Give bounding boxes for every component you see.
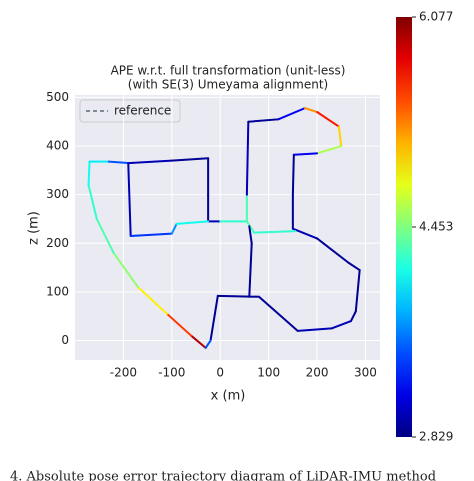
trajectory-segment [247,118,280,123]
trajectory-segment [127,162,132,238]
trajectory-segment [190,334,207,349]
trajectory-segment [87,183,98,220]
x-axis-label: x (m) [211,389,246,404]
trajectory-segment [216,294,260,298]
y-tick-label: 300 [46,187,69,201]
trajectory-segment [248,225,253,245]
trajectory-segment [316,237,350,264]
x-tick-label: 100 [257,366,280,380]
y-tick-label: 400 [46,139,69,153]
trajectory-segment [248,242,253,298]
trajectory-segment [303,107,319,114]
trajectory-segment [129,232,173,238]
chart-subtitle: (with SE(3) Umeyama alignment) [128,78,328,92]
trajectory-segment [165,312,193,337]
trajectory-segment [127,159,173,165]
trajectory-segment [257,295,299,332]
caption: 4. Absolute pose error trajectory diagra… [10,470,436,481]
plot-area [75,95,380,360]
trajectory-segment [95,217,115,255]
trajectory-segment [330,320,352,330]
colorbar-tick-label: 6.077 [419,10,453,24]
trajectory-segment [291,227,319,240]
trajectory-segment [296,327,333,332]
x-tick-label: 0 [216,366,224,380]
y-axis-label: z (m) [27,211,42,245]
trajectory-segment [347,261,361,272]
colorbar [396,17,412,437]
trajectory-segment [112,252,139,289]
legend-label: reference [114,104,171,118]
trajectory-segment [277,107,306,121]
chart-title: APE w.r.t. full transformation (unit-les… [111,64,346,78]
trajectory-segment [136,286,168,315]
trajectory-segment [316,111,340,128]
y-tick-label: 100 [46,284,69,298]
trajectory-segment [292,152,319,156]
trajectory-segment [291,153,295,196]
x-tick-label: -200 [110,366,137,380]
trajectory-segment [204,339,212,349]
y-tick-label: 0 [61,333,69,347]
trajectory-segment [316,145,343,155]
y-tick-label: 500 [46,90,69,104]
trajectory-segment [175,220,210,225]
trajectory-segment [107,160,130,165]
trajectory-segment [170,222,178,235]
x-tick-label: 200 [306,366,329,380]
trajectory-segment [87,160,91,186]
colorbar-tick-label: 2.829 [419,430,453,444]
y-tick-label: 200 [46,236,69,250]
trajectory-segment [245,120,250,196]
trajectory-segment [209,294,219,342]
trajectory-segment [349,310,357,323]
x-tick-label: -100 [158,366,185,380]
trajectory-segment [170,157,210,162]
trajectory-segment [245,220,256,234]
trajectory-segment [337,125,343,148]
trajectory-segment [354,269,361,313]
x-tick-label: 300 [354,366,377,380]
trajectory-segment [253,230,297,234]
legend [79,99,181,123]
colorbar-tick-label: 4.453 [419,220,453,234]
